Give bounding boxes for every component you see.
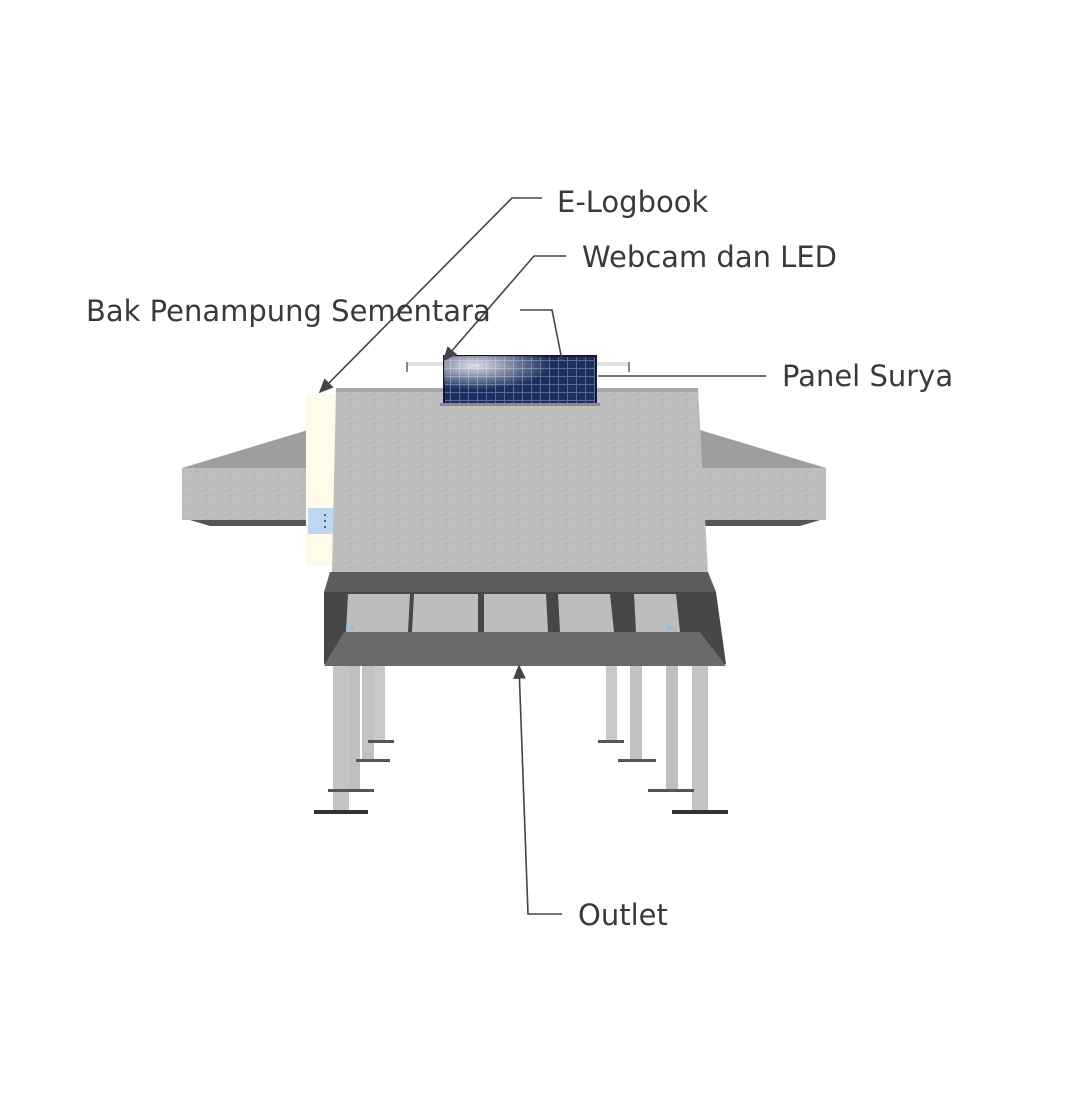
- label-webcam-led: Webcam dan LED: [582, 240, 837, 274]
- leader-lines: [318, 197, 766, 915]
- label-elogbook: E-Logbook: [557, 185, 709, 219]
- elogbook-leader: [318, 197, 542, 394]
- bak-leader: [520, 309, 563, 361]
- outlet-tray: [324, 572, 726, 666]
- label-bak-penampung: Bak Penampung Sementara: [86, 294, 491, 328]
- label-panel-surya: Panel Surya: [782, 359, 954, 393]
- right-wing: [700, 430, 826, 526]
- main-body: [332, 388, 708, 572]
- support-legs: [314, 658, 728, 814]
- webcam-leader: [442, 255, 566, 362]
- outlet-leader: [513, 664, 562, 915]
- elogbook-strip: [306, 394, 336, 566]
- solar-panel: [406, 355, 630, 406]
- label-outlet: Outlet: [578, 898, 668, 932]
- left-wing: [182, 430, 308, 526]
